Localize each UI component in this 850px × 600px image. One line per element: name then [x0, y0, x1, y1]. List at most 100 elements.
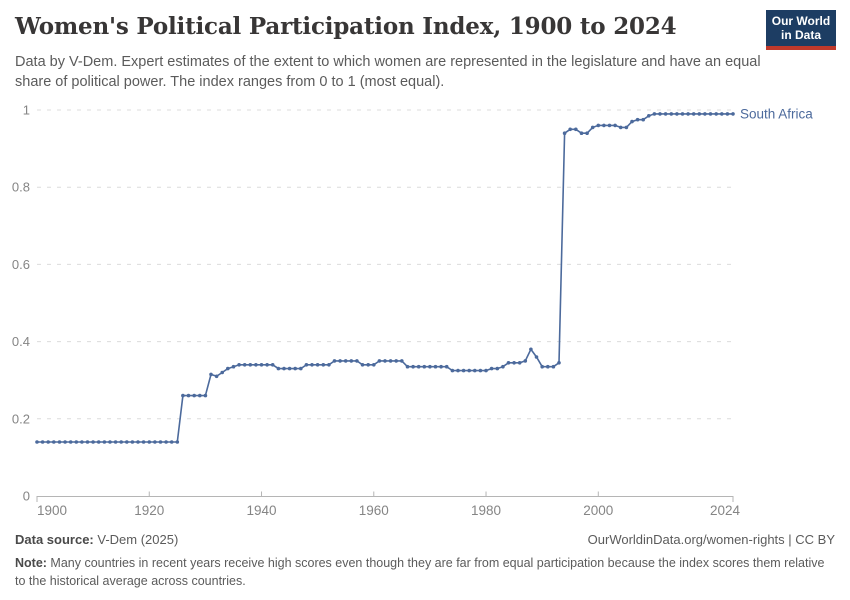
- data-point[interactable]: [366, 363, 371, 367]
- data-point[interactable]: [287, 366, 292, 371]
- data-point[interactable]: [299, 366, 303, 371]
- data-point[interactable]: [540, 364, 544, 369]
- data-point[interactable]: [405, 364, 410, 369]
- data-point[interactable]: [568, 127, 572, 132]
- data-point[interactable]: [635, 117, 640, 122]
- data-point[interactable]: [473, 368, 477, 373]
- data-point[interactable]: [579, 131, 584, 135]
- data-point[interactable]: [242, 363, 247, 367]
- data-point[interactable]: [534, 355, 539, 359]
- data-point[interactable]: [669, 112, 674, 116]
- data-point[interactable]: [647, 114, 651, 118]
- data-point[interactable]: [461, 368, 466, 373]
- data-point[interactable]: [714, 112, 718, 116]
- data-point[interactable]: [428, 364, 432, 369]
- data-point[interactable]: [91, 440, 95, 444]
- data-point[interactable]: [68, 440, 73, 444]
- data-point[interactable]: [523, 359, 528, 363]
- data-point[interactable]: [652, 112, 657, 116]
- data-point[interactable]: [220, 370, 224, 375]
- data-point[interactable]: [74, 440, 79, 444]
- data-point[interactable]: [456, 368, 460, 373]
- data-point[interactable]: [293, 366, 298, 371]
- data-point[interactable]: [641, 117, 645, 122]
- data-point[interactable]: [680, 112, 685, 116]
- data-point[interactable]: [422, 364, 427, 369]
- data-point[interactable]: [119, 440, 123, 444]
- data-point[interactable]: [248, 363, 253, 367]
- data-point[interactable]: [113, 440, 118, 444]
- data-point[interactable]: [529, 347, 533, 352]
- data-point[interactable]: [675, 112, 679, 116]
- data-point[interactable]: [355, 359, 359, 363]
- data-point[interactable]: [585, 131, 589, 135]
- data-point[interactable]: [35, 440, 39, 444]
- data-point[interactable]: [158, 440, 163, 444]
- data-point[interactable]: [209, 372, 213, 377]
- data-point[interactable]: [618, 125, 623, 130]
- data-point[interactable]: [259, 363, 264, 367]
- data-point[interactable]: [388, 359, 393, 363]
- data-point[interactable]: [613, 123, 617, 128]
- data-point[interactable]: [198, 393, 202, 398]
- data-point[interactable]: [433, 364, 438, 369]
- data-point[interactable]: [602, 123, 606, 128]
- data-point[interactable]: [203, 393, 208, 398]
- data-point[interactable]: [310, 363, 314, 367]
- data-point[interactable]: [703, 112, 707, 116]
- data-point[interactable]: [630, 119, 634, 124]
- data-point[interactable]: [411, 364, 415, 369]
- data-point[interactable]: [85, 440, 90, 444]
- data-point[interactable]: [489, 366, 494, 371]
- data-point[interactable]: [186, 393, 191, 398]
- data-point[interactable]: [596, 123, 601, 128]
- data-point[interactable]: [343, 359, 348, 363]
- data-point[interactable]: [108, 440, 112, 444]
- data-point[interactable]: [338, 359, 342, 363]
- data-point[interactable]: [546, 364, 550, 369]
- data-point[interactable]: [40, 440, 45, 444]
- data-point[interactable]: [321, 363, 326, 367]
- data-point[interactable]: [153, 440, 157, 444]
- data-point[interactable]: [484, 368, 488, 373]
- data-point[interactable]: [46, 440, 50, 444]
- data-point[interactable]: [57, 440, 62, 444]
- data-point[interactable]: [607, 123, 612, 128]
- data-point[interactable]: [686, 112, 690, 116]
- data-point[interactable]: [501, 364, 505, 369]
- data-point[interactable]: [394, 359, 399, 363]
- data-point[interactable]: [372, 363, 376, 367]
- data-point[interactable]: [175, 440, 180, 444]
- data-point[interactable]: [63, 440, 67, 444]
- data-point[interactable]: [192, 393, 196, 398]
- data-point[interactable]: [731, 112, 735, 116]
- data-point[interactable]: [551, 364, 556, 369]
- data-point[interactable]: [304, 363, 309, 367]
- data-point[interactable]: [439, 364, 443, 369]
- data-point[interactable]: [130, 440, 135, 444]
- data-point[interactable]: [720, 112, 724, 116]
- data-point[interactable]: [237, 363, 241, 367]
- data-point[interactable]: [708, 112, 713, 116]
- data-point[interactable]: [691, 112, 696, 116]
- rights-link[interactable]: OurWorldinData.org/women-rights | CC BY: [587, 532, 835, 547]
- data-point[interactable]: [450, 368, 455, 373]
- data-point[interactable]: [590, 125, 595, 130]
- data-point[interactable]: [400, 359, 404, 363]
- data-point[interactable]: [52, 440, 56, 444]
- data-point[interactable]: [265, 363, 269, 367]
- data-point[interactable]: [181, 393, 185, 398]
- data-point[interactable]: [512, 361, 516, 365]
- data-point[interactable]: [478, 368, 483, 373]
- data-point[interactable]: [383, 359, 387, 363]
- data-point[interactable]: [125, 440, 129, 444]
- data-point[interactable]: [349, 359, 354, 363]
- data-point[interactable]: [214, 374, 219, 379]
- data-point[interactable]: [658, 112, 662, 116]
- data-point[interactable]: [725, 112, 730, 116]
- series-end-label[interactable]: South Africa: [740, 106, 813, 121]
- data-point[interactable]: [360, 363, 365, 367]
- data-point[interactable]: [270, 363, 275, 367]
- data-point[interactable]: [416, 364, 421, 369]
- data-point[interactable]: [624, 125, 629, 130]
